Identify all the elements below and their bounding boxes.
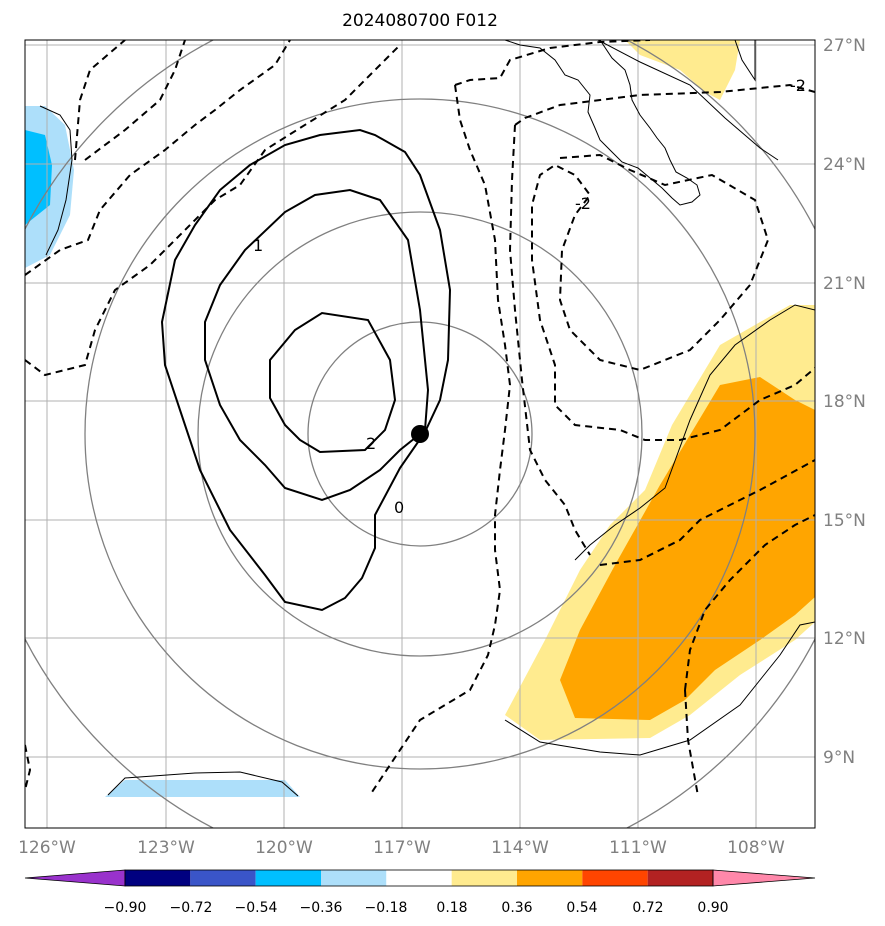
colorbar-tick-label: 0.18	[436, 900, 467, 916]
colorbar-segment	[255, 870, 321, 886]
lon-label: 120°W	[255, 838, 313, 858]
lon-label: 126°W	[18, 838, 76, 858]
contour-label: 0	[394, 498, 404, 517]
lon-label: 111°W	[609, 838, 667, 858]
lat-label: 15°N	[823, 511, 866, 531]
colorbar-segments	[24, 869, 816, 887]
contour-label: 2	[366, 434, 376, 453]
colorbar-segment	[451, 870, 517, 886]
colorbar-segment	[190, 870, 256, 886]
negative-shade-west	[25, 130, 52, 225]
lat-label: 27°N	[823, 36, 866, 56]
colorbar-segment	[647, 870, 713, 886]
latitude-labels: 27°N 24°N 21°N 18°N 15°N 12°N 9°N	[823, 36, 866, 768]
contour-label: -2	[575, 194, 591, 213]
colorbar-extend-max	[712, 869, 816, 887]
range-rings	[25, 40, 815, 828]
colorbar-tick-label: −0.54	[235, 900, 278, 916]
lon-label: 117°W	[373, 838, 431, 858]
colorbar-tick-label: 0.90	[697, 900, 728, 916]
lat-label: 21°N	[823, 274, 866, 294]
colorbar-extend-min	[24, 869, 126, 887]
contour-label: -2	[790, 76, 806, 95]
colorbar-tick-label: −0.72	[170, 900, 213, 916]
contour-outer	[160, 128, 452, 612]
colorbar-tick-label: 0.72	[632, 900, 663, 916]
lon-label: 108°W	[727, 838, 785, 858]
colorbar-segment	[582, 870, 648, 886]
negative-contours	[25, 40, 815, 797]
colorbar-tick-label: −0.36	[300, 900, 343, 916]
shaded-anomaly-layer	[25, 40, 815, 797]
colorbar-segment	[125, 870, 191, 886]
storm-center-marker	[411, 425, 429, 443]
longitude-labels: 126°W 123°W 120°W 117°W 114°W 111°W 108°…	[18, 838, 785, 858]
lon-label: 114°W	[491, 838, 549, 858]
map-frame	[24, 39, 816, 829]
contour-middle	[204, 188, 430, 502]
colorbar-segment	[386, 870, 452, 886]
colorbar-tick-label: −0.18	[365, 900, 408, 916]
colorbar-tick-labels: −0.90 −0.72 −0.54 −0.36 −0.18 0.18 0.36 …	[104, 900, 729, 916]
negative-shade-southwest	[105, 780, 300, 797]
colorbar: −0.90 −0.72 −0.54 −0.36 −0.18 0.18 0.36 …	[24, 869, 816, 916]
contour-inner	[269, 311, 397, 454]
colorbar-segment	[321, 870, 387, 886]
lat-label: 9°N	[823, 748, 855, 768]
positive-contours	[160, 128, 452, 612]
lat-label: 18°N	[823, 392, 866, 412]
graticule	[25, 40, 815, 828]
colorbar-segment	[517, 870, 583, 886]
colorbar-outline	[124, 869, 714, 887]
lat-label: 24°N	[823, 155, 866, 175]
contour-label: 1	[253, 236, 263, 255]
colorbar-tick-label: 0.36	[501, 900, 532, 916]
figure-title: 2024080700 F012	[342, 11, 498, 31]
lat-label: 12°N	[823, 629, 866, 649]
lon-label: 123°W	[137, 838, 195, 858]
positive-shade-orange	[560, 377, 815, 720]
colorbar-tick-label: 0.54	[566, 900, 597, 916]
colorbar-tick-label: −0.90	[104, 900, 147, 916]
contour-labels: -2 -2 1 2 0	[253, 76, 806, 517]
map-panel: -2 -2 1 2 0	[24, 39, 816, 829]
coastlines	[39, 40, 815, 797]
